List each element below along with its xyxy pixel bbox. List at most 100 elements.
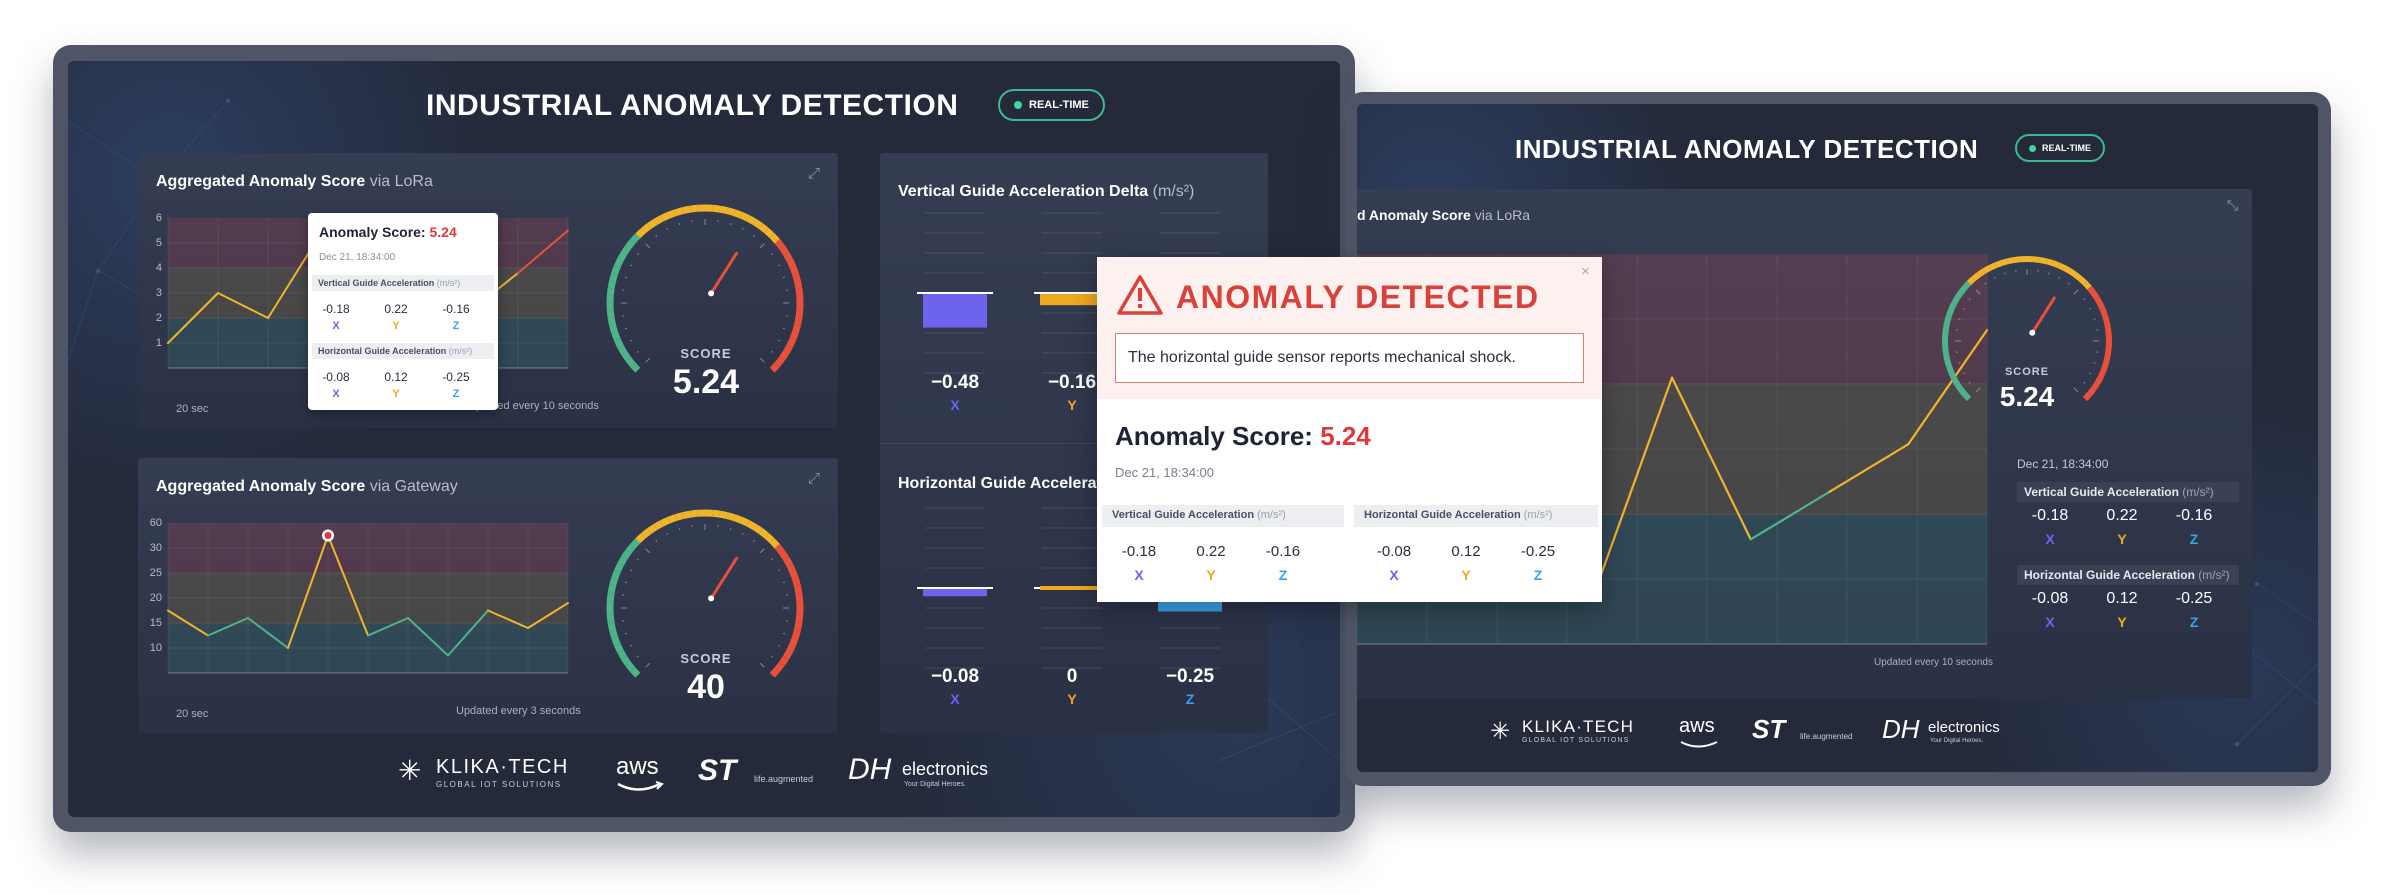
right-gauge-label: SCORE — [2004, 366, 2050, 378]
gauge-tick — [636, 558, 639, 561]
right-horizontal-y-value: 0.12 — [2106, 590, 2138, 607]
right-vertical-z-value: -0.16 — [2175, 507, 2213, 524]
gauge-arc-segment — [667, 514, 677, 524]
gauge-arc-segment — [689, 509, 698, 518]
gauge-tick — [624, 276, 628, 279]
gauge-arc-segment — [758, 528, 769, 539]
alert-vertical-header: Vertical Guide Acceleration (m/s²) — [1102, 505, 1344, 527]
gauge-arc-segment — [758, 223, 769, 234]
lora-updated-text: Updated every 10 seconds — [468, 400, 599, 412]
gauge-arc-segment — [2000, 258, 2009, 266]
gauge-arc-segment — [2039, 257, 2047, 265]
lora-card-title: Aggregated Anomaly Score via LoRa — [156, 173, 433, 190]
gateway-x-label: 20 sec — [176, 708, 209, 720]
gauge-arc-segment — [609, 272, 618, 282]
y-tick-label: 1 — [155, 337, 162, 349]
gauge-arc-segment — [792, 272, 801, 282]
gauge-tick — [752, 234, 755, 237]
gauge-arc-segment — [641, 223, 652, 234]
collapse-icon[interactable]: ⤡ — [2227, 197, 2239, 213]
gauge-arc-segment — [2078, 276, 2088, 286]
series-line-segment — [1749, 490, 1831, 541]
lora-score-card: Aggregated Anomaly Score via LoRa ⤢ 6 5 4 3… — [138, 153, 838, 428]
gauge-tick — [636, 655, 639, 658]
alert-score: Anomaly Score: 5.24 — [1115, 421, 1371, 451]
gauge-arc-segment — [660, 516, 671, 527]
gauge-arc-segment — [733, 209, 743, 219]
series-line-segment — [167, 609, 209, 637]
alert-horizontal-x-axis: X — [1389, 567, 1399, 583]
gauge-arc-segment — [617, 556, 627, 567]
gauge-arc-segment — [2062, 265, 2072, 274]
gauge-arc-segment — [793, 585, 803, 594]
expand-icon[interactable]: ⤢ — [808, 165, 821, 182]
gauge-arc-segment — [613, 337, 624, 348]
lora-gauge — [606, 204, 804, 373]
gauge-arc-segment — [2045, 258, 2054, 266]
y-tick-label: 4 — [155, 262, 162, 274]
gauge-arc-segment — [630, 667, 641, 678]
alert-vertical-y-axis: Y — [1206, 567, 1216, 583]
gauge-arc-segment — [779, 550, 789, 561]
gauge-arc-segment — [769, 667, 780, 678]
gauge-arc-segment — [1954, 382, 1964, 391]
gauge-arc-segment — [2105, 347, 2112, 355]
right-vertical-y-axis: Y — [2117, 531, 2127, 547]
burst-icon: ✳ — [398, 755, 422, 786]
gauge-arc-segment — [625, 356, 636, 367]
gauge-tick — [782, 276, 786, 279]
gauge-arc-segment — [774, 356, 785, 367]
gauge-tick — [2058, 276, 2061, 279]
burst-icon: ✳ — [1490, 718, 1511, 745]
gauge-arc-segment — [1958, 387, 1967, 397]
gauge-tick — [771, 558, 774, 561]
gauge-arc-segment — [779, 350, 789, 361]
gauge-tick — [629, 264, 633, 267]
gauge-arc-segment — [792, 324, 801, 334]
alert-vertical-z-axis: Z — [1278, 567, 1288, 583]
gauge-tick — [645, 548, 651, 554]
series-line-segment — [407, 617, 449, 657]
gauge-tick — [771, 253, 774, 256]
series-line-segment — [247, 617, 289, 649]
expand-icon[interactable]: ⤢ — [808, 470, 821, 487]
gauge-arc-segment — [630, 538, 641, 549]
gauge-arc-segment — [1982, 265, 1992, 274]
gauge-arc-segment — [2094, 376, 2103, 386]
gateway-line-chart[interactable] — [138, 458, 838, 733]
gauge-arc-segment — [712, 204, 721, 213]
gauge-arc-segment — [1943, 321, 1951, 329]
gateway-gauge — [606, 509, 804, 678]
horizontal-z-value: −0.25 — [1165, 666, 1215, 687]
tooltip-vertical-y-axis: Y — [392, 320, 400, 332]
gauge-arc-segment — [769, 538, 780, 549]
close-icon[interactable]: × — [1581, 263, 1590, 280]
warning-band — [168, 572, 568, 624]
gateway-gauge-value: 40 — [687, 668, 725, 706]
alert-message: The horizontal guide sensor reports mech… — [1115, 333, 1584, 383]
gauge-arc-segment — [786, 642, 797, 653]
gauge-tick — [777, 644, 781, 647]
gauge-arc-segment — [774, 544, 785, 555]
gauge-arc-segment — [2097, 371, 2106, 380]
gauge-arc-segment — [617, 251, 627, 262]
bar-value — [1040, 294, 1104, 306]
right-horizontal-y-axis: Y — [2117, 614, 2127, 630]
gauge-arc-segment — [641, 528, 652, 539]
tooltip-vertical-y-value: 0.22 — [384, 302, 408, 316]
alert-horizontal-header: Horizontal Guide Acceleration (m/s²) — [1354, 505, 1598, 527]
series-line-segment — [207, 617, 249, 637]
gauge-tick — [655, 539, 658, 542]
gauge-arc-segment — [613, 563, 624, 574]
alert-horizontal-y-axis: Y — [1461, 567, 1471, 583]
alert-vertical-x-axis: X — [1134, 567, 1144, 583]
y-tick-label: 30 — [149, 542, 162, 554]
gauge-arc-segment — [625, 661, 636, 672]
gauge-tick — [759, 662, 765, 668]
gauge-arc-segment — [746, 520, 757, 530]
right-updated-text: Updated every 10 seconds — [1874, 657, 1993, 668]
gauge-arc-segment — [1994, 260, 2003, 269]
gauge-arc-segment — [779, 245, 789, 256]
gauge-arc-segment — [769, 233, 780, 244]
gauge-arc-segment — [2087, 285, 2096, 295]
